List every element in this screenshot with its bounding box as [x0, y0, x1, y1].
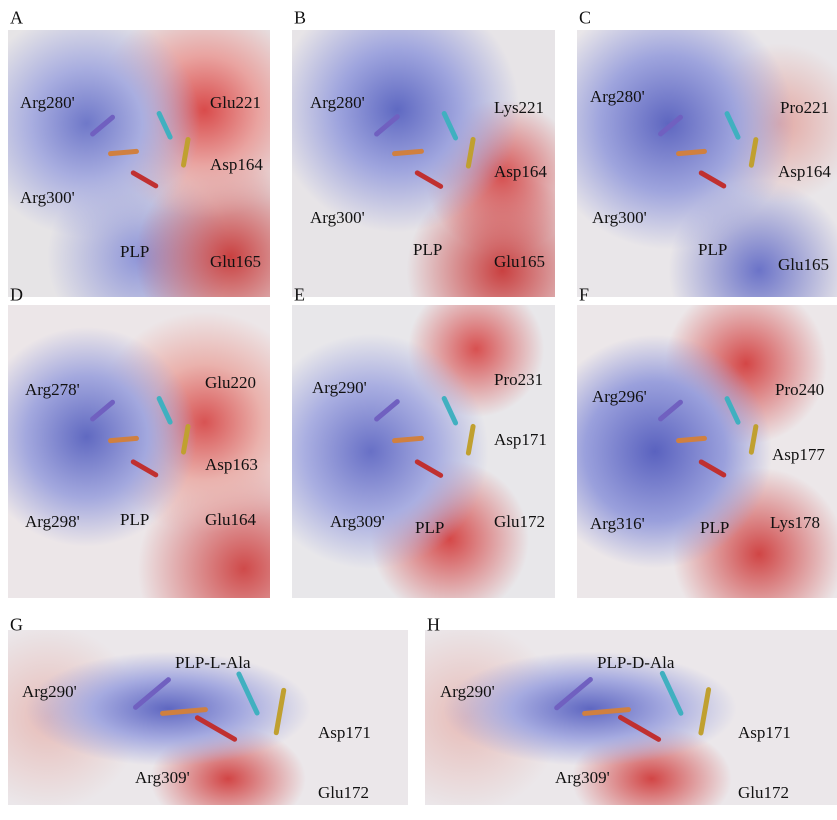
residue-stick	[697, 459, 727, 479]
residue-stick	[194, 715, 238, 743]
residue-label: Glu172	[494, 512, 545, 532]
residue-label: Arg296'	[592, 387, 647, 407]
residue-label: Arg300'	[310, 208, 365, 228]
panel-letter: C	[579, 8, 591, 29]
residue-stick	[466, 137, 476, 169]
residue-label: Arg290'	[440, 682, 495, 702]
residue-stick	[659, 670, 684, 717]
residue-stick	[236, 671, 261, 717]
residue-stick	[89, 398, 116, 422]
residue-stick	[724, 395, 742, 425]
residue-label: Arg309'	[330, 512, 385, 532]
residue-stick	[676, 435, 708, 443]
residue-label: Arg280'	[20, 93, 75, 113]
residue-label: PLP-L-Ala	[175, 653, 251, 673]
residue-label: Pro231	[494, 370, 543, 390]
residue-label: PLP	[700, 518, 729, 538]
residue-label: PLP	[120, 510, 149, 530]
residue-label: Asp164	[494, 162, 547, 182]
residue-stick	[581, 707, 631, 716]
residue-stick	[129, 169, 159, 189]
residue-label: Asp163	[205, 455, 258, 475]
residue-stick	[107, 149, 139, 157]
residue-stick	[181, 423, 191, 455]
residue-stick	[724, 111, 742, 141]
residue-label: Arg298'	[25, 512, 80, 532]
residue-stick	[617, 714, 662, 743]
residue-stick	[273, 687, 286, 735]
residue-stick	[749, 137, 759, 169]
residue-label: Glu172	[738, 783, 789, 803]
residue-stick	[441, 395, 459, 426]
figure: A Arg280' Glu221 Asp164 Arg300' PLP Glu165 B Arg…	[0, 0, 837, 820]
residue-label: Arg309'	[555, 768, 610, 788]
panel-letter: E	[294, 285, 305, 306]
residue-label: Arg280'	[590, 87, 645, 107]
residue-label: Glu221	[210, 93, 261, 113]
residue-label: Arg290'	[312, 378, 367, 398]
surface-panel	[292, 305, 555, 598]
residue-label: Pro221	[780, 98, 829, 118]
residue-label: PLP	[413, 240, 442, 260]
residue-label: Arg309'	[135, 768, 190, 788]
panel-letter: G	[10, 615, 23, 636]
residue-label: PLP	[698, 240, 727, 260]
residue-stick	[156, 395, 174, 426]
residue-label: Arg316'	[590, 514, 645, 534]
residue-stick	[466, 423, 476, 455]
residue-label: Glu165	[210, 252, 261, 272]
residue-stick	[132, 676, 172, 711]
panel-letter: D	[10, 285, 23, 306]
residue-label: Asp177	[772, 445, 825, 465]
residue-stick	[373, 398, 400, 422]
residue-stick	[414, 459, 444, 479]
residue-stick	[156, 111, 174, 142]
surface-panel	[8, 305, 270, 598]
residue-stick	[129, 459, 159, 479]
residue-label: Asp171	[494, 430, 547, 450]
residue-stick	[392, 435, 424, 443]
residue-stick	[657, 114, 684, 138]
residue-label: Glu164	[205, 510, 256, 530]
residue-stick	[676, 149, 708, 157]
residue-label: PLP-D-Ala	[597, 653, 674, 673]
residue-label: Arg278'	[25, 380, 80, 400]
residue-stick	[441, 111, 459, 142]
residue-label: PLP	[415, 518, 444, 538]
residue-label: Lys178	[770, 513, 820, 533]
residue-label: Arg300'	[20, 188, 75, 208]
residue-label: Lys221	[494, 98, 544, 118]
residue-stick	[373, 114, 400, 138]
residue-stick	[698, 686, 712, 736]
residue-label: Glu172	[318, 783, 369, 803]
residue-label: Pro240	[775, 380, 824, 400]
residue-stick	[697, 169, 727, 189]
residue-label: Asp171	[318, 723, 371, 743]
residue-stick	[107, 435, 139, 443]
panel-letter: A	[10, 8, 23, 29]
residue-stick	[414, 169, 444, 189]
residue-stick	[392, 149, 424, 157]
panel-letter: B	[294, 8, 306, 29]
residue-label: Glu165	[494, 252, 545, 272]
residue-label: Arg280'	[310, 93, 365, 113]
residue-stick	[89, 114, 116, 138]
residue-label: Arg290'	[22, 682, 77, 702]
residue-label: Asp171	[738, 723, 791, 743]
residue-label: Arg300'	[592, 208, 647, 228]
residue-label: Asp164	[778, 162, 831, 182]
residue-label: PLP	[120, 242, 149, 262]
residue-stick	[657, 398, 684, 422]
residue-stick	[160, 707, 208, 716]
residue-stick	[749, 424, 759, 456]
residue-label: Glu220	[205, 373, 256, 393]
residue-label: Glu165	[778, 255, 829, 275]
residue-label: Asp164	[210, 155, 263, 175]
residue-stick	[181, 137, 191, 169]
panel-letter: F	[579, 285, 589, 306]
panel-letter: H	[427, 615, 440, 636]
residue-stick	[553, 676, 594, 712]
